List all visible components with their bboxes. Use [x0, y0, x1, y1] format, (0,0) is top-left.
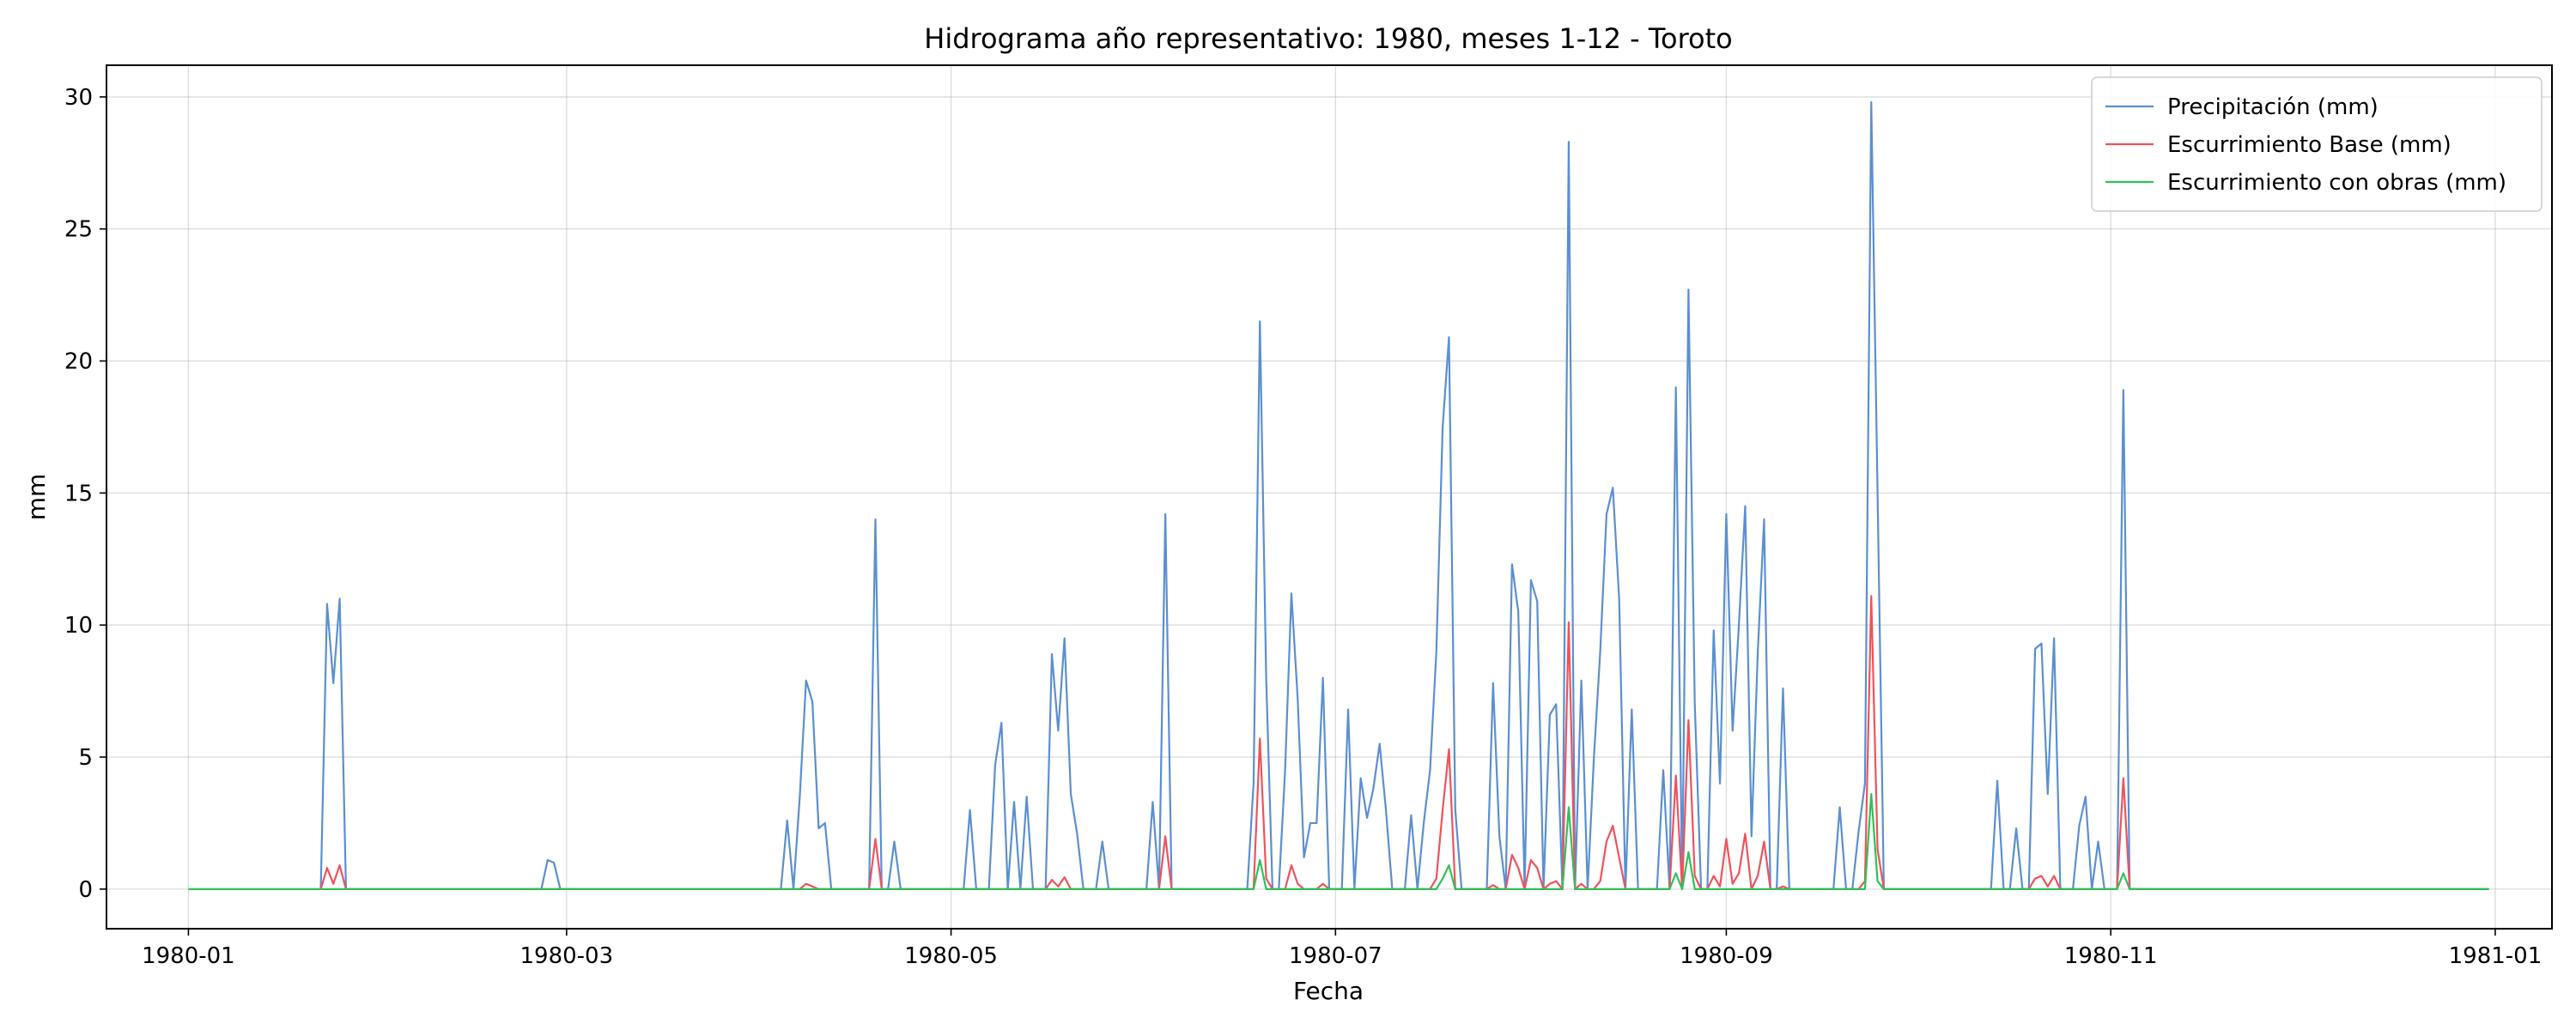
legend: Precipitación (mm) Escurrimiento Base (mm…	[2091, 76, 2543, 212]
series-line-2	[319, 595, 2489, 890]
legend-box	[2091, 76, 2543, 212]
y-tick-label: 15	[64, 481, 93, 506]
legend-label: Escurrimiento Base (mm)	[2167, 132, 2451, 158]
x-axis: 1980-01 1980-03 1980-05 1980-07 1980-09 1980-…	[142, 929, 2542, 969]
y-tick-label: 0	[78, 877, 93, 903]
x-tick-label: 1980-03	[520, 943, 614, 969]
y-axis: 0 5 10 15 20 25 30	[64, 85, 106, 903]
y-axis-title: mm	[22, 474, 51, 521]
plot-frame	[106, 64, 2553, 930]
chart-title: Hidrograma año representativo: 1980, mes…	[924, 22, 1732, 55]
y-tick-label: 20	[64, 349, 93, 375]
x-tick-label: 1980-11	[2064, 943, 2158, 969]
series-layer	[188, 100, 2489, 890]
x-tick-label: 1980-09	[1680, 943, 1773, 969]
x-tick-label: 1980-05	[904, 943, 998, 969]
legend-label: Escurrimiento con obras (mm)	[2167, 170, 2506, 196]
y-tick-label: 10	[64, 613, 93, 639]
x-tick-label: 1980-07	[1289, 943, 1382, 969]
y-tick-label: 25	[64, 217, 93, 243]
y-tick-label: 5	[78, 745, 93, 771]
x-axis-title: Fecha	[1293, 977, 1364, 1005]
series-line-3	[188, 793, 2489, 890]
x-tick-label: 1980-01	[142, 943, 235, 969]
legend-label: Precipitación (mm)	[2167, 94, 2379, 120]
x-tick-label: 1981-01	[2449, 943, 2543, 969]
y-tick-label: 30	[64, 85, 93, 111]
